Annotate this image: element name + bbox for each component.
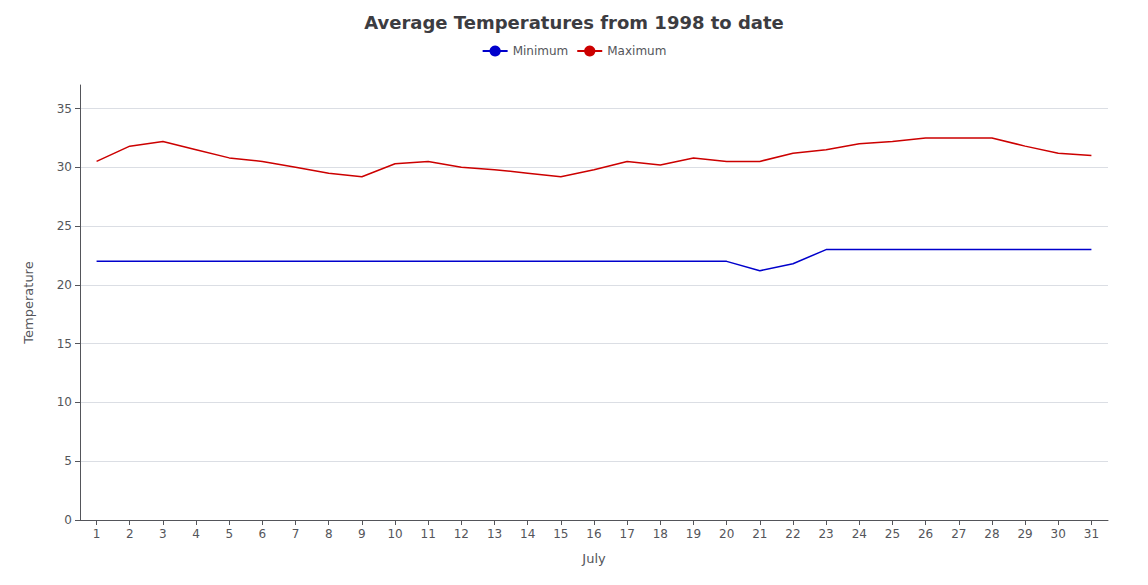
svg-text:July: July [581,551,606,566]
svg-text:5: 5 [225,527,233,541]
svg-text:3: 3 [159,527,167,541]
svg-text:0: 0 [64,513,72,527]
svg-text:25: 25 [57,219,72,233]
svg-text:29: 29 [1017,527,1032,541]
svg-text:25: 25 [885,527,900,541]
svg-text:27: 27 [951,527,966,541]
svg-text:30: 30 [1051,527,1066,541]
svg-text:26: 26 [918,527,933,541]
svg-text:15: 15 [553,527,568,541]
svg-text:14: 14 [520,527,535,541]
svg-text:Maximum: Maximum [607,44,666,58]
svg-text:31: 31 [1084,527,1099,541]
svg-text:6: 6 [259,527,267,541]
svg-text:5: 5 [64,454,72,468]
svg-text:Average Temperatures from 1998: Average Temperatures from 1998 to date [364,12,784,33]
svg-text:18: 18 [653,527,668,541]
svg-text:23: 23 [818,527,833,541]
svg-text:13: 13 [487,527,502,541]
svg-text:28: 28 [984,527,999,541]
svg-text:10: 10 [57,395,72,409]
svg-text:9: 9 [358,527,366,541]
svg-text:35: 35 [57,102,72,116]
svg-text:22: 22 [785,527,800,541]
svg-text:12: 12 [454,527,469,541]
svg-text:24: 24 [852,527,867,541]
svg-text:Temperature: Temperature [21,261,36,344]
svg-text:11: 11 [421,527,436,541]
svg-text:4: 4 [192,527,200,541]
svg-text:2: 2 [126,527,134,541]
svg-text:1: 1 [93,527,101,541]
svg-text:17: 17 [620,527,635,541]
svg-text:20: 20 [719,527,734,541]
svg-text:15: 15 [57,337,72,351]
svg-text:7: 7 [292,527,300,541]
svg-text:16: 16 [586,527,601,541]
svg-text:8: 8 [325,527,333,541]
svg-text:19: 19 [686,527,701,541]
svg-text:10: 10 [387,527,402,541]
svg-text:20: 20 [57,278,72,292]
svg-text:21: 21 [752,527,767,541]
svg-text:30: 30 [57,160,72,174]
svg-text:Minimum: Minimum [513,44,569,58]
